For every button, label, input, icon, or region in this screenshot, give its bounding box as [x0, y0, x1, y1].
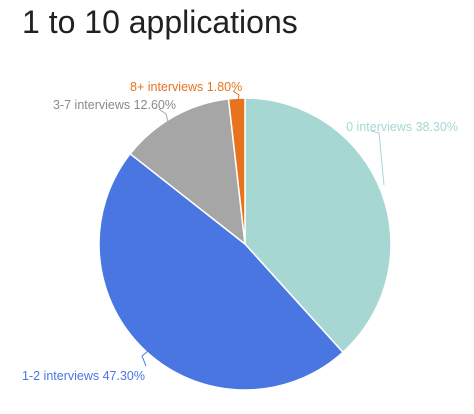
leader-line-3 [158, 108, 170, 127]
leader-line-2 [141, 350, 149, 367]
slice-label-1: 0 interviews 38.30% [346, 120, 458, 134]
pie-slice-2 [98, 153, 344, 391]
leader-line-1 [370, 130, 385, 186]
pie-slice-1 [244, 97, 392, 354]
slice-label-2: 1-2 interviews 47.30% [22, 369, 145, 383]
pie-slice-4 [227, 97, 246, 245]
slice-label-4: 8+ interviews 1.80% [130, 80, 242, 94]
leader-line-4 [232, 90, 240, 101]
pie-slice-3 [129, 98, 246, 245]
slice-label-3: 3-7 interviews 12.60% [53, 98, 176, 112]
chart-title: 1 to 10 applications [22, 4, 298, 40]
